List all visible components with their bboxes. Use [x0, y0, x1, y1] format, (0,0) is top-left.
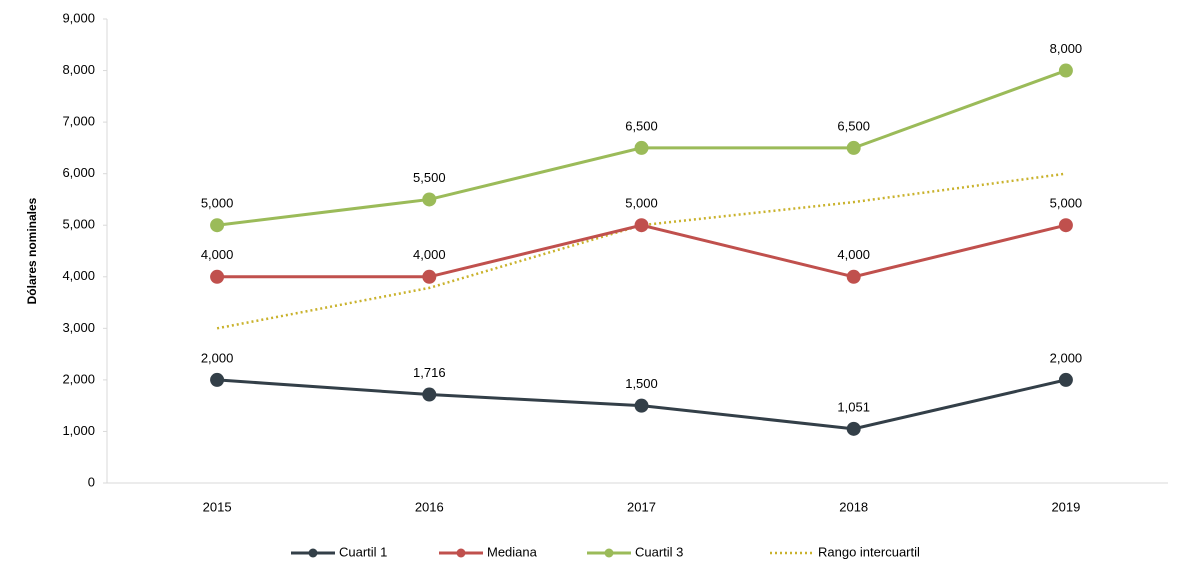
legend-label: Mediana — [487, 544, 538, 559]
y-tick-label: 0 — [88, 474, 95, 489]
legend-marker — [604, 548, 614, 558]
x-tick-label: 2015 — [203, 499, 232, 514]
y-tick-label: 8,000 — [62, 62, 95, 77]
legend-marker — [308, 548, 318, 558]
marker — [422, 269, 437, 284]
data-label: 5,000 — [1050, 196, 1083, 211]
data-label: 1,051 — [837, 399, 870, 414]
marker — [634, 140, 649, 155]
data-label: 4,000 — [837, 247, 870, 262]
marker — [422, 192, 437, 207]
marker — [210, 372, 225, 387]
data-label: 4,000 — [201, 247, 234, 262]
marker — [846, 140, 861, 155]
y-tick-label: 4,000 — [62, 268, 95, 283]
data-label: 5,000 — [625, 196, 658, 211]
data-label: 1,716 — [413, 365, 446, 380]
data-label: 6,500 — [625, 118, 658, 133]
data-label: 8,000 — [1050, 41, 1083, 56]
data-label: 5,500 — [413, 170, 446, 185]
y-tick-label: 3,000 — [62, 320, 95, 335]
marker — [846, 269, 861, 284]
data-label: 1,500 — [625, 376, 658, 391]
marker — [1058, 218, 1073, 233]
marker — [422, 387, 437, 402]
x-tick-label: 2017 — [627, 499, 656, 514]
marker — [1058, 63, 1073, 78]
legend-marker — [456, 548, 466, 558]
x-tick-label: 2018 — [839, 499, 868, 514]
x-tick-label: 2016 — [415, 499, 444, 514]
legend-label: Cuartil 1 — [339, 544, 387, 559]
y-tick-label: 9,000 — [62, 10, 95, 25]
legend-label: Cuartil 3 — [635, 544, 683, 559]
series-line — [217, 223, 1067, 279]
data-label: 5,000 — [201, 196, 234, 211]
y-tick-label: 2,000 — [62, 371, 95, 386]
marker — [210, 269, 225, 284]
marker — [634, 398, 649, 413]
y-tick-label: 1,000 — [62, 423, 95, 438]
marker — [1058, 372, 1073, 387]
x-tick-label: 2019 — [1051, 499, 1080, 514]
marker — [634, 218, 649, 233]
data-label: 4,000 — [413, 247, 446, 262]
marker — [846, 421, 861, 436]
data-label: 6,500 — [837, 118, 870, 133]
y-axis-label: Dólares nominales — [25, 197, 39, 304]
y-tick-label: 5,000 — [62, 217, 95, 232]
y-tick-label: 6,000 — [62, 165, 95, 180]
data-label: 2,000 — [1050, 350, 1083, 365]
data-label: 2,000 — [201, 350, 234, 365]
legend-label: Rango intercuartil — [818, 544, 920, 559]
y-tick-label: 7,000 — [62, 114, 95, 129]
marker — [210, 218, 225, 233]
